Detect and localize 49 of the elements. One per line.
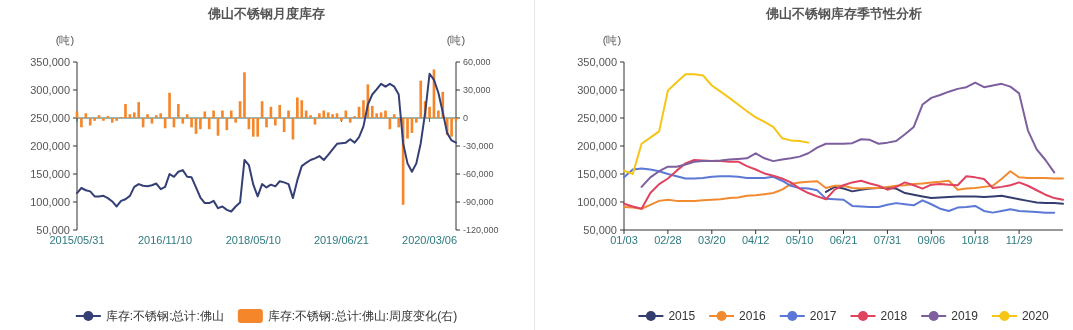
y-tick-label: 100,000 xyxy=(577,196,617,208)
legend-label: 2018 xyxy=(880,309,908,323)
x-tick-label: 06/21 xyxy=(829,234,858,246)
y-tick-label: 250,000 xyxy=(577,112,617,124)
y2-tick-label: -120,000 xyxy=(463,225,499,235)
y-tick-label: 350,000 xyxy=(30,56,70,68)
x-tick-label: 05/10 xyxy=(785,234,814,246)
y-axis-title: (吨) xyxy=(55,34,75,46)
x-tick-label: 07/31 xyxy=(873,234,902,246)
y2-axis-title: (吨) xyxy=(446,34,466,46)
x-tick-label: 01/03 xyxy=(610,234,638,246)
chart-title: 佛山不锈钢库存季节性分析 xyxy=(764,6,922,21)
y2-tick-label: -90,000 xyxy=(463,197,494,207)
y-tick-label: 150,000 xyxy=(577,168,617,180)
legend-label: 2020 xyxy=(1021,309,1049,323)
legend-label: 2017 xyxy=(809,309,837,323)
legend-label: 2016 xyxy=(739,309,767,323)
y-tick-label: 200,000 xyxy=(30,140,70,152)
y-tick-label: 350,000 xyxy=(577,56,617,68)
y2-tick-label: 0 xyxy=(463,113,469,123)
x-tick-label: 10/18 xyxy=(961,234,989,246)
x-tick-label: 02/28 xyxy=(654,234,682,246)
legend-label: 2015 xyxy=(668,309,696,323)
y-tick-label: 250,000 xyxy=(30,112,70,124)
x-tick-label: 2015/05/31 xyxy=(49,234,105,246)
y-tick-label: 200,000 xyxy=(577,140,617,152)
y-tick-label: 150,000 xyxy=(30,168,70,180)
y2-tick-label: -30,000 xyxy=(463,141,494,151)
y-tick-label: 50,000 xyxy=(36,224,70,236)
x-tick-label: 09/06 xyxy=(917,234,946,246)
x-tick-label: 2016/11/10 xyxy=(138,234,193,246)
y2-tick-label: 60,000 xyxy=(463,57,491,67)
y-tick-label: 100,000 xyxy=(30,196,70,208)
legend-label: 库存:不锈钢:总计:佛山:周度变化(右) xyxy=(267,309,458,323)
y-tick-label: 300,000 xyxy=(30,84,70,96)
y2-tick-label: -60,000 xyxy=(463,169,494,179)
x-tick-label: 03/20 xyxy=(698,234,726,246)
y-tick-label: 300,000 xyxy=(577,84,617,96)
y-axis-title: (吨) xyxy=(602,34,622,46)
legend-label: 库存:不锈钢:总计:佛山 xyxy=(105,309,224,323)
x-tick-label: 2019/06/21 xyxy=(313,234,369,246)
x-tick-label: 2020/03/06 xyxy=(402,234,458,246)
x-tick-label: 2018/05/10 xyxy=(225,234,281,246)
y2-tick-label: 30,000 xyxy=(463,85,491,95)
y-tick-label: 50,000 xyxy=(583,224,617,236)
legend-label: 2019 xyxy=(951,309,979,323)
x-tick-label: 11/29 xyxy=(1005,234,1033,246)
x-tick-label: 04/12 xyxy=(741,234,770,246)
chart-title: 佛山不锈钢月度库存 xyxy=(207,6,325,21)
